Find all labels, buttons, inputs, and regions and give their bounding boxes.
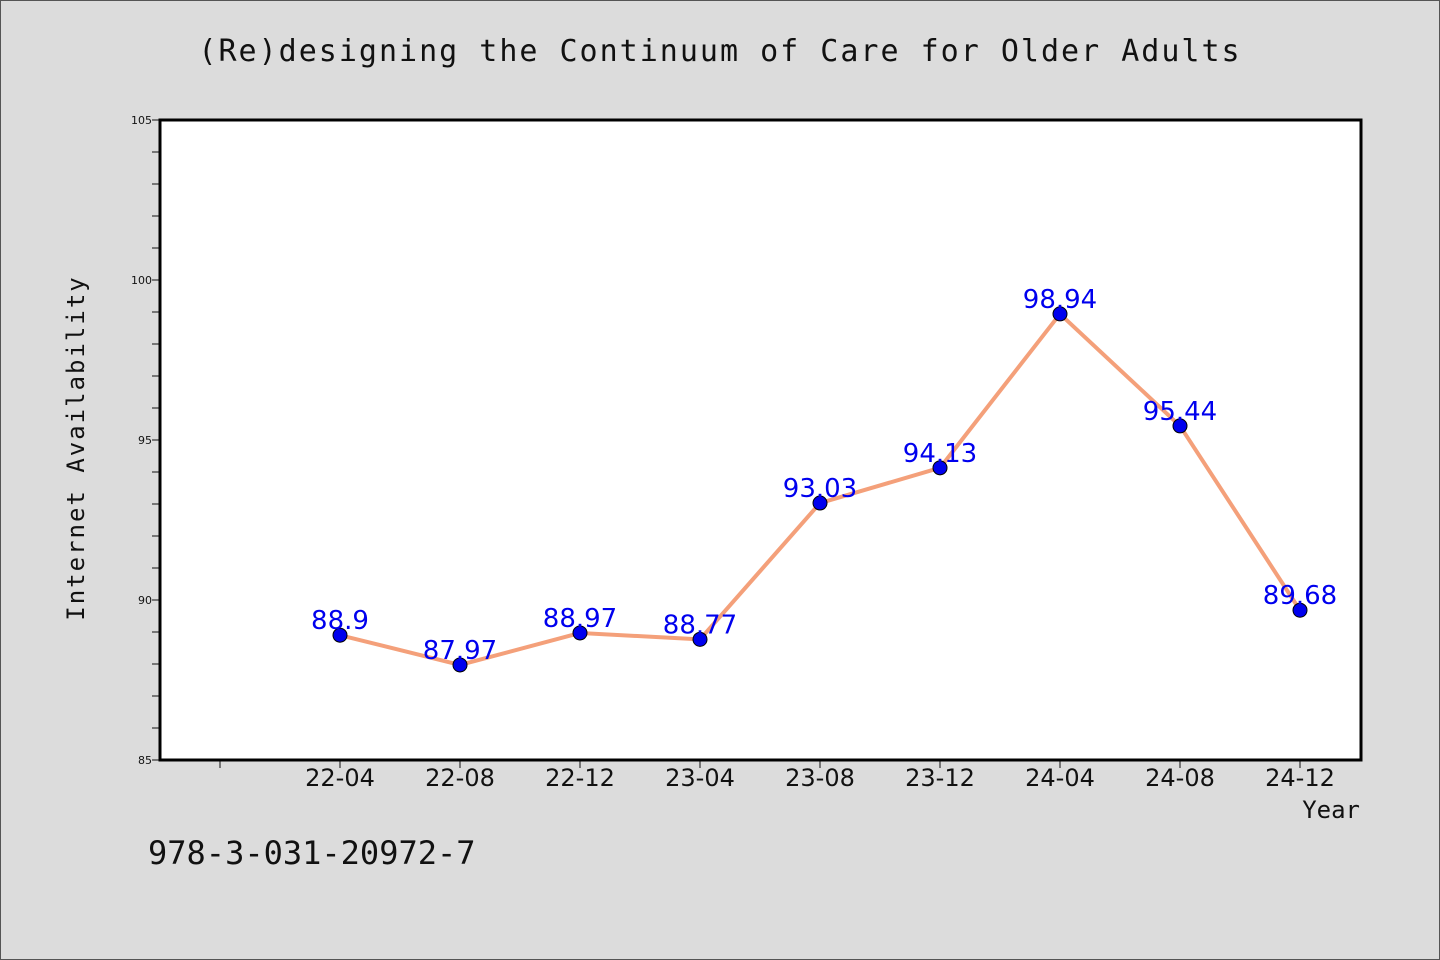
- x-tick-label: 24-12: [1265, 764, 1335, 792]
- x-axis-label: Year: [1302, 796, 1360, 824]
- data-label: 89.68: [1263, 581, 1337, 611]
- x-tick-label: 24-08: [1145, 764, 1215, 792]
- chart-title: (Re)designing the Continuum of Care for …: [198, 34, 1242, 69]
- x-tick-label: 23-08: [785, 764, 855, 792]
- data-point: [332, 627, 348, 643]
- data-point: [1172, 418, 1188, 434]
- isbn-footnote: 978-3-031-20972-7: [148, 834, 476, 872]
- data-label: 95.44: [1143, 397, 1217, 427]
- data-point: [932, 460, 948, 476]
- x-tick-label: 22-04: [305, 764, 375, 792]
- data-point: [1052, 306, 1068, 322]
- data-point: [1292, 602, 1308, 618]
- data-label: 88.97: [543, 604, 617, 634]
- x-tick-label: 22-12: [545, 764, 615, 792]
- data-label: 94.13: [903, 439, 977, 469]
- x-tick-label: 22-08: [425, 764, 495, 792]
- data-label: 87.97: [423, 636, 497, 666]
- x-tick-label: 23-12: [905, 764, 975, 792]
- y-tick-label: 85: [138, 754, 152, 767]
- y-tick-label: 90: [138, 594, 152, 607]
- y-tick-label: 100: [131, 274, 152, 287]
- x-tick-label: 23-04: [665, 764, 735, 792]
- data-point: [572, 625, 588, 641]
- plot-background: [160, 120, 1361, 760]
- x-tick-label: 24-04: [1025, 764, 1095, 792]
- y-tick-label: 95: [138, 434, 152, 447]
- data-label: 88.77: [663, 610, 737, 640]
- data-label: 98.94: [1023, 285, 1097, 315]
- plot-frame: [158, 118, 1363, 762]
- data-point: [812, 495, 828, 511]
- data-point: [692, 631, 708, 647]
- data-label: 93.03: [783, 474, 857, 504]
- y-tick-label: 105: [131, 114, 152, 127]
- data-point: [452, 657, 468, 673]
- data-label: 88.9: [311, 606, 369, 636]
